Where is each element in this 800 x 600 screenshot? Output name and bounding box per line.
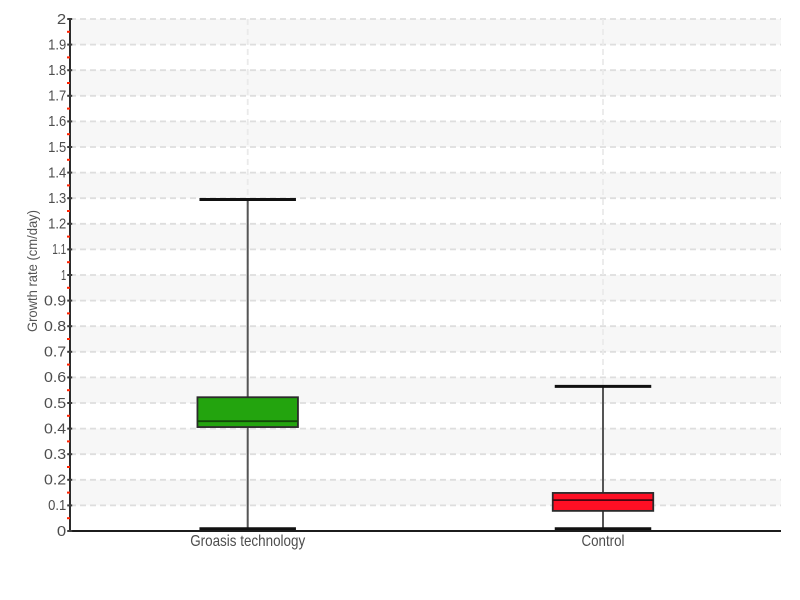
- svg-text:1.4: 1.4: [48, 165, 66, 181]
- svg-text:1.1: 1.1: [52, 242, 66, 258]
- svg-text:0.3: 0.3: [44, 447, 66, 463]
- svg-text:1.8: 1.8: [48, 63, 66, 79]
- svg-text:1.6: 1.6: [48, 114, 66, 130]
- svg-text:0.1: 0.1: [48, 498, 66, 514]
- svg-text:Control: Control: [582, 533, 625, 550]
- svg-text:0.9: 0.9: [44, 293, 66, 309]
- svg-text:1.7: 1.7: [48, 89, 66, 105]
- svg-text:Growth rate (cm/day): Growth rate (cm/day): [25, 210, 40, 332]
- svg-text:1.2: 1.2: [48, 217, 66, 233]
- svg-text:0.8: 0.8: [44, 319, 66, 335]
- svg-text:1.9: 1.9: [48, 37, 66, 53]
- svg-text:1: 1: [61, 268, 66, 284]
- svg-text:Groasis technology: Groasis technology: [190, 533, 305, 550]
- svg-text:2: 2: [57, 12, 66, 28]
- svg-text:1.5: 1.5: [48, 140, 66, 156]
- svg-text:1.3: 1.3: [48, 191, 66, 207]
- svg-text:0.7: 0.7: [44, 345, 66, 361]
- svg-text:0.6: 0.6: [44, 370, 66, 386]
- svg-text:0.4: 0.4: [44, 421, 66, 437]
- svg-text:0.5: 0.5: [44, 396, 66, 412]
- svg-text:0.2: 0.2: [44, 473, 66, 489]
- svg-text:0: 0: [57, 524, 66, 540]
